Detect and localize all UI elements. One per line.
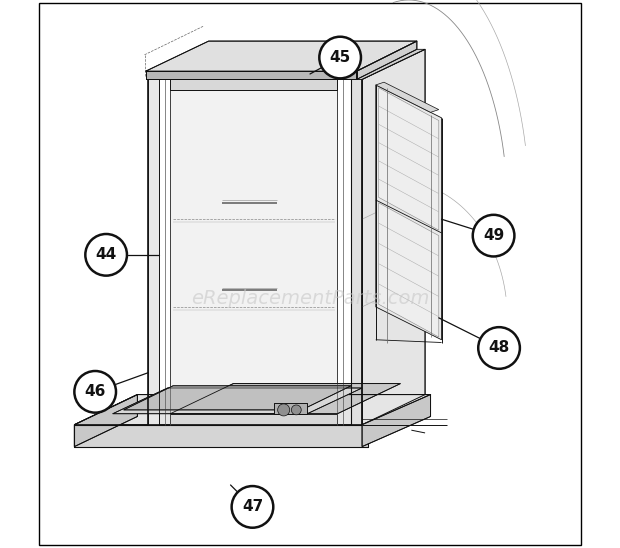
- Text: 46: 46: [84, 384, 106, 399]
- Text: 49: 49: [483, 228, 504, 243]
- Polygon shape: [170, 384, 401, 414]
- Polygon shape: [146, 41, 417, 71]
- Circle shape: [291, 405, 301, 415]
- Polygon shape: [148, 49, 223, 79]
- Polygon shape: [378, 203, 439, 337]
- Polygon shape: [123, 386, 351, 410]
- Circle shape: [86, 234, 127, 276]
- Polygon shape: [351, 49, 425, 79]
- Polygon shape: [146, 71, 356, 79]
- Polygon shape: [74, 425, 368, 447]
- Polygon shape: [113, 388, 362, 414]
- Text: 45: 45: [329, 50, 351, 65]
- Polygon shape: [275, 403, 308, 414]
- Circle shape: [278, 404, 290, 416]
- Circle shape: [319, 37, 361, 78]
- Polygon shape: [362, 395, 430, 447]
- Polygon shape: [170, 79, 337, 425]
- Polygon shape: [170, 49, 401, 79]
- Text: 44: 44: [95, 247, 117, 262]
- Circle shape: [74, 371, 116, 413]
- Circle shape: [232, 486, 273, 528]
- Text: 48: 48: [489, 340, 510, 356]
- Polygon shape: [148, 79, 159, 425]
- Text: 47: 47: [242, 499, 263, 515]
- Circle shape: [478, 327, 520, 369]
- Polygon shape: [351, 79, 362, 425]
- Polygon shape: [356, 41, 417, 79]
- Polygon shape: [376, 82, 439, 112]
- Polygon shape: [378, 88, 439, 230]
- Text: eReplacementParts.com: eReplacementParts.com: [191, 289, 429, 308]
- Polygon shape: [170, 79, 337, 90]
- Polygon shape: [74, 395, 430, 425]
- Circle shape: [473, 215, 515, 256]
- Polygon shape: [74, 395, 138, 447]
- FancyBboxPatch shape: [38, 3, 582, 545]
- Polygon shape: [376, 85, 441, 340]
- Polygon shape: [362, 49, 425, 425]
- Polygon shape: [170, 414, 337, 425]
